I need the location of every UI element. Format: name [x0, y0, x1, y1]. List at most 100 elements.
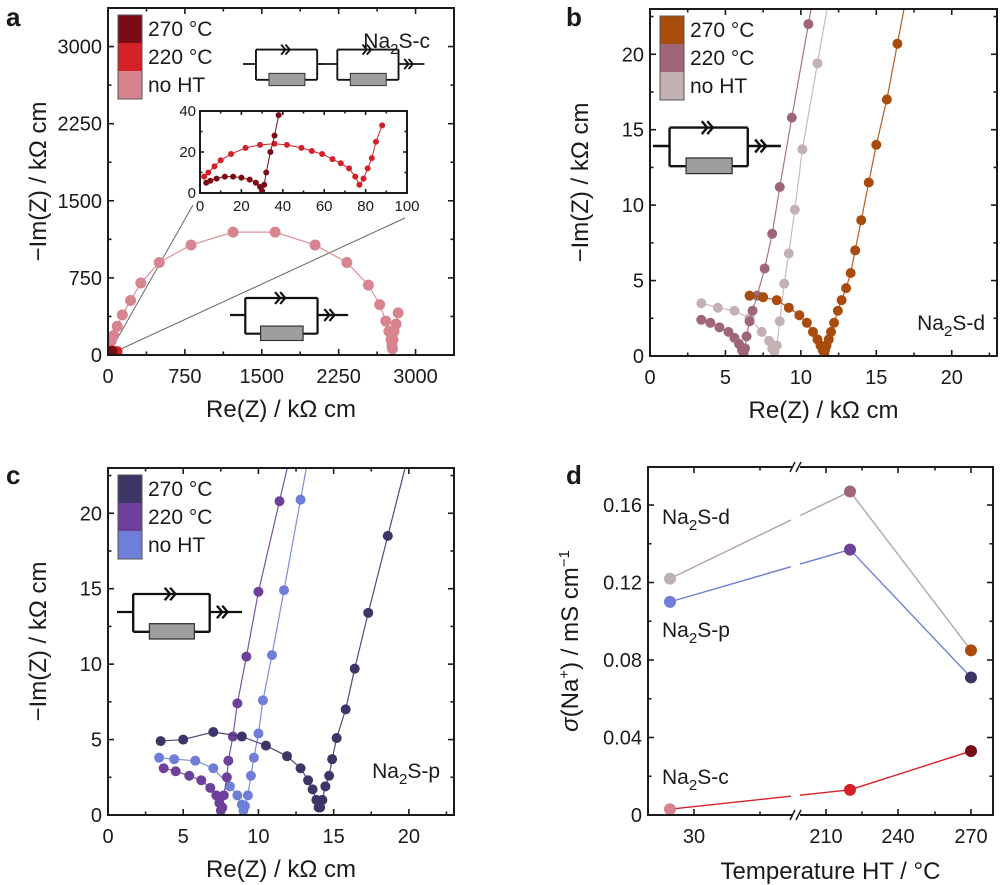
x-tick-label: 2250	[316, 366, 361, 388]
data-point	[196, 775, 207, 786]
y-tick-label: 10	[622, 195, 644, 217]
inset-data-point	[205, 169, 212, 176]
panel-a: 0 750 1500 2250 3000 0 750 1500 2250 3000 Re(Z) / …	[25, 7, 455, 423]
data-point	[341, 256, 353, 268]
data-point	[845, 268, 856, 279]
inset-x-tick-label: 100	[394, 198, 419, 215]
resistor-element-icon	[685, 157, 733, 175]
sample-label: Na2S-c	[363, 30, 430, 58]
plot-area	[696, 9, 905, 356]
data-point	[863, 177, 874, 188]
data-point	[327, 754, 338, 765]
data-point	[774, 182, 785, 193]
inset-data-point	[372, 138, 379, 145]
panel-d: 0 0.04 0.08 0.12 0.16 30 210 240 270 Temperature …	[556, 461, 994, 885]
data-point	[844, 543, 856, 556]
inset-data-point	[379, 122, 386, 129]
sample-label: Na2S-p	[372, 760, 440, 788]
series-line-segment	[669, 566, 792, 603]
inset-zoom-line	[108, 217, 406, 355]
data-point	[841, 283, 852, 294]
data-point	[714, 322, 725, 333]
plot-frame	[107, 7, 455, 356]
resistor-element-icon	[268, 72, 306, 87]
inset-data-point	[207, 177, 214, 184]
series-line-segment	[669, 519, 792, 580]
inset-y-tick-label: 0	[188, 185, 196, 202]
inset-x-tick-label: 80	[357, 198, 374, 215]
fit-line-noHT	[108, 231, 399, 349]
x-tick-label: 0	[644, 367, 655, 389]
y-axis-label: −Im(Z) / kΩ cm	[567, 103, 594, 263]
data-point	[295, 763, 306, 774]
data-point	[881, 94, 892, 105]
x-tick-label: 15	[865, 367, 887, 389]
data-point	[767, 228, 778, 239]
series-line-segment	[799, 548, 851, 565]
axis-break-icon	[789, 461, 802, 473]
panel-letter-d: d	[566, 460, 582, 490]
legend-swatch	[118, 43, 142, 71]
data-point	[217, 802, 228, 813]
data-point	[740, 343, 751, 354]
y-tick-label: 20	[80, 503, 102, 525]
inset-chart: 0 20 40 60 80 100 0 20 40	[179, 103, 419, 215]
series-annotation: Na2S-c	[662, 766, 729, 794]
inset-data-point	[217, 157, 224, 164]
y-tick-label: 10	[80, 654, 102, 676]
inset-data-point	[257, 141, 264, 148]
data-point	[741, 331, 752, 342]
inset-data-point	[213, 175, 220, 182]
data-point	[111, 320, 123, 332]
data-point	[232, 698, 243, 709]
legend-label: 220 °C	[148, 506, 212, 529]
x-tick-label: 5	[720, 367, 731, 389]
data-point	[965, 644, 977, 657]
y-axis-label: −Im(Z) / kΩ cm	[25, 102, 52, 262]
data-point	[218, 790, 229, 801]
data-point	[236, 731, 247, 742]
x-tick-label: 10	[790, 367, 812, 389]
x-tick-label: 20	[941, 367, 963, 389]
series-line-segment	[849, 549, 972, 678]
panel-letter-c: c	[6, 460, 20, 490]
data-point	[836, 295, 847, 306]
equivalent-circuit-diagram	[117, 586, 243, 640]
y-tick-label: 15	[622, 120, 644, 142]
data-point	[303, 775, 314, 786]
data-point	[184, 770, 195, 781]
data-point	[324, 770, 335, 781]
data-point	[158, 763, 169, 774]
series-line-segment	[799, 789, 851, 796]
series-annotation: Na2S-p	[662, 619, 730, 647]
series-annotation: Na2S-d	[662, 506, 730, 534]
data-point	[211, 790, 222, 801]
x-tick-label: 1500	[240, 366, 285, 388]
x-tick-label: 210	[809, 826, 842, 848]
cpe-element-icon	[700, 120, 715, 135]
data-point	[253, 586, 264, 597]
data-point	[241, 651, 252, 662]
inset-data-point	[368, 155, 375, 162]
legend-frame	[117, 14, 143, 100]
data-point	[729, 305, 740, 316]
data-point	[317, 794, 328, 805]
data-point	[340, 704, 351, 715]
data-point	[108, 329, 120, 341]
y-tick-label: 0	[631, 805, 642, 827]
y-tick-label: 0.12	[603, 573, 642, 595]
legend-swatch	[660, 16, 684, 44]
data-point	[221, 772, 232, 783]
data-point	[871, 139, 882, 150]
data-point	[771, 295, 782, 306]
data-point	[756, 326, 767, 337]
x-tick-label: 10	[247, 826, 269, 848]
data-point	[794, 310, 805, 321]
inset-x-tick-label: 0	[196, 198, 204, 215]
panel-letter-b: b	[566, 2, 582, 32]
data-point	[257, 695, 268, 706]
y-tick-label: 2250	[58, 114, 103, 136]
data-point	[208, 763, 219, 774]
y-tick-label: 0	[91, 345, 102, 367]
